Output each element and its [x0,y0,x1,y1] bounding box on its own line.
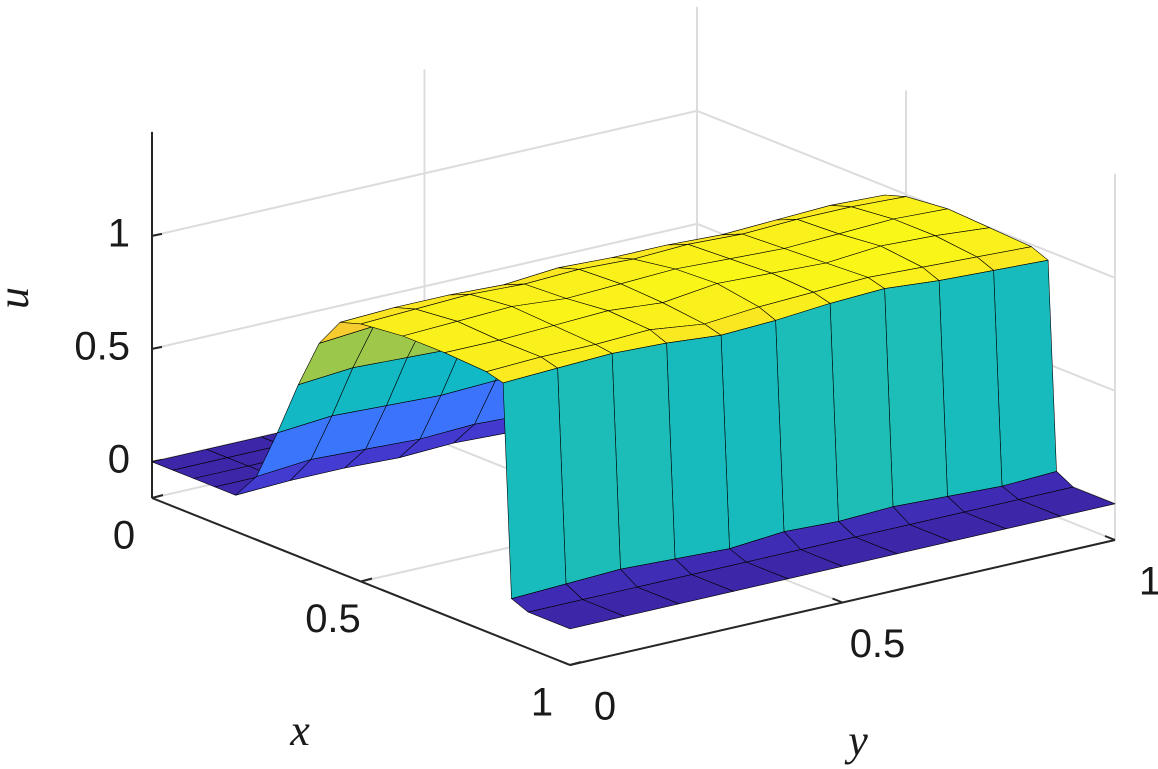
y-tick [559,660,571,666]
x-tick-label: 1 [531,681,553,725]
y-tick [832,597,843,604]
x-tick-label: 0 [113,514,135,558]
surface-patch [611,342,676,570]
z-tick [151,345,163,350]
surface-patch [829,288,894,522]
y-tick-label: 0.5 [850,622,906,666]
surface-patch [502,367,567,600]
grid-line [151,222,698,350]
surface-patch [666,334,730,560]
z-axis-label: u [0,287,38,309]
axes [151,131,1116,666]
grid-line [151,109,698,237]
surface-patch [884,280,948,508]
surface-patch [527,599,625,630]
x-tick [151,494,164,499]
x-tick [360,577,373,583]
x-axis-label: x [289,706,310,755]
surface-patch [993,259,1057,487]
z-tick-label: 0.5 [74,324,130,368]
y-tick-label: 0 [594,685,616,729]
surface-patch [938,270,1003,497]
x-tick-label: 0.5 [305,597,361,641]
surface [151,194,1116,630]
y-tick-label: 1 [1139,560,1158,604]
surface-patch [720,320,785,550]
grid-line [696,109,1116,279]
surface-patch [775,303,839,533]
z-tick-label: 0 [108,437,130,481]
x-tick [569,661,582,666]
z-tick [151,232,163,237]
y-tick [1104,535,1116,541]
z-tick-label: 1 [108,211,130,255]
surface-patch [557,353,621,585]
y-axis-label: y [844,716,868,765]
